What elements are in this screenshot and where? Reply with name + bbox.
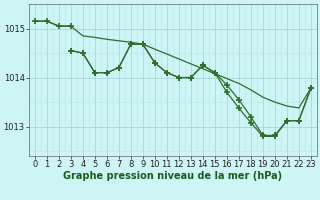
X-axis label: Graphe pression niveau de la mer (hPa): Graphe pression niveau de la mer (hPa) [63,171,282,181]
